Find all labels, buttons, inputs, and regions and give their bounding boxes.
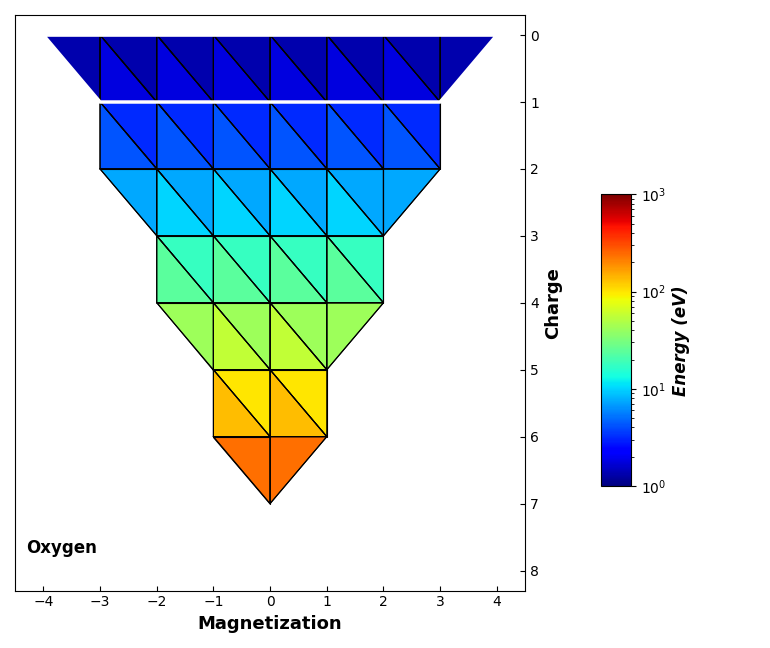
Y-axis label: Charge: Charge [544, 267, 563, 339]
Text: Oxygen: Oxygen [26, 539, 97, 557]
X-axis label: Magnetization: Magnetization [198, 615, 343, 633]
Y-axis label: Energy (eV): Energy (eV) [672, 285, 690, 395]
